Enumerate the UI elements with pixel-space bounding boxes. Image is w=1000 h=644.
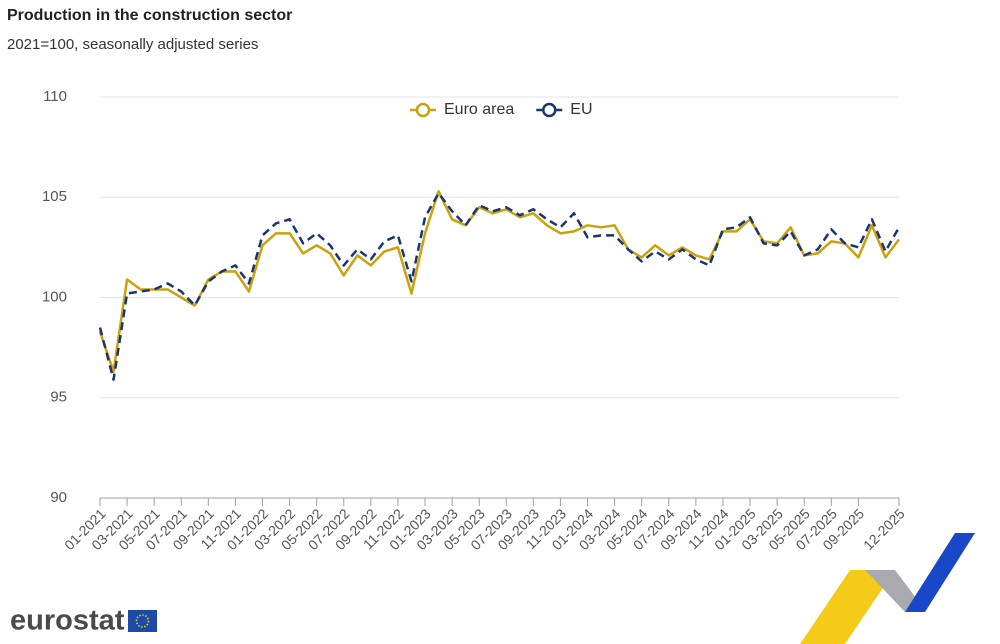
y-tick-label: 95 — [50, 389, 67, 406]
series-line — [98, 189, 900, 373]
decoration — [800, 533, 975, 644]
y-tick-label: 105 — [42, 188, 67, 205]
eu-flag — [128, 610, 157, 632]
legend-marker — [415, 102, 431, 118]
y-tick-label: 110 — [43, 88, 67, 105]
legend-label: Euro area — [444, 101, 514, 118]
x-tick-label: 12-2025 — [860, 505, 908, 553]
legend-marker — [542, 102, 557, 118]
logo-text: eurostat — [10, 605, 125, 637]
y-tick-label: 100 — [42, 288, 67, 305]
legend: Euro area EU — [410, 101, 593, 118]
chart-subtitle: 2021=100, seasonally adjusted series — [7, 36, 258, 53]
y-tick-label: 90 — [50, 489, 67, 506]
legend-label: EU — [570, 101, 592, 118]
series-line — [98, 191, 901, 381]
chart-title: Production in the construction sector — [7, 7, 292, 24]
